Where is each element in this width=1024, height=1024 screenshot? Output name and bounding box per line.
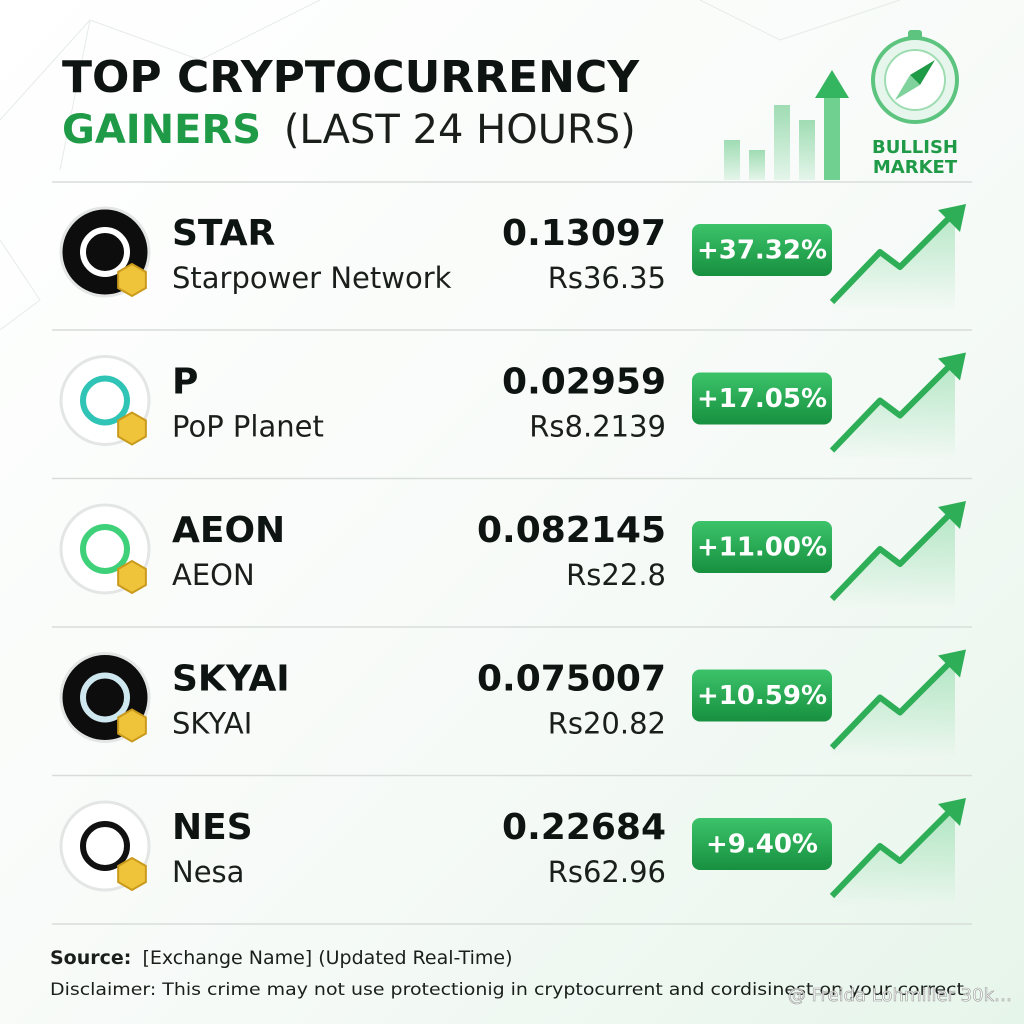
coin-name: AEON — [172, 558, 255, 592]
price: 0.082145 — [477, 510, 666, 551]
source-text: [Exchange Name] (Updated Real-Time) — [142, 947, 512, 969]
change: +11.00% — [697, 533, 827, 563]
price: 0.075007 — [477, 659, 666, 700]
coin-icon — [59, 652, 151, 743]
trend-area — [832, 212, 955, 312]
price-inr: Rs20.82 — [548, 707, 666, 741]
title-rest: (LAST 24 HOURS) — [284, 107, 636, 153]
change: +10.59% — [697, 681, 827, 711]
icon-glyph — [80, 672, 130, 723]
trend-arrow — [829, 798, 966, 906]
coin-symbol: NES — [172, 807, 253, 848]
coin-icon — [59, 206, 151, 298]
change: +17.05% — [697, 384, 827, 414]
trend-head — [938, 649, 966, 678]
exchange-badge — [117, 708, 147, 743]
trend-head — [938, 352, 966, 381]
trend-area — [832, 509, 955, 609]
badge-text: BULLISH — [872, 137, 958, 158]
trend-line — [829, 506, 958, 602]
price-inr: Rs62.96 — [548, 855, 666, 889]
watermark: @ Freida Lohmiller 30k… — [788, 985, 1012, 1006]
price-inr: Rs36.35 — [548, 261, 666, 295]
change-pill — [692, 818, 832, 870]
trend-arrow — [829, 649, 966, 758]
coin-icon — [59, 355, 151, 446]
trend-head — [938, 798, 966, 826]
coin-name: PoP Planet — [172, 410, 324, 444]
coin-symbol: STAR — [172, 213, 275, 254]
trend-line — [829, 655, 958, 750]
trend-arrow — [829, 501, 966, 609]
exchange-badge — [117, 856, 147, 892]
table: STAR Starpower Network 0.13097 Rs36.35 +37.3… — [52, 204, 972, 925]
coin-icon — [59, 800, 151, 892]
source-label: Source: — [50, 947, 131, 969]
trend-line — [829, 803, 958, 899]
icon-glyph — [80, 227, 130, 277]
change: +37.32% — [697, 236, 827, 266]
trend-arrow — [829, 204, 966, 312]
bullish-icon — [724, 30, 959, 180]
coin-name: Nesa — [172, 855, 244, 889]
trend-arrow — [829, 352, 966, 461]
price-inr: Rs8.2139 — [529, 410, 666, 444]
title: TOP CRYPTOCURRENCY — [62, 52, 640, 103]
network-pattern — [0, 0, 901, 331]
badge-text: MARKET — [873, 157, 958, 178]
source: Source: [Exchange Name] (Updated Real-Ti… — [50, 947, 513, 969]
change-pill — [692, 521, 832, 573]
change-pill — [692, 669, 832, 722]
trend-line — [829, 358, 958, 453]
exchange-badge — [117, 411, 147, 446]
title-highlight: GAINERS — [62, 107, 261, 153]
trend-area — [832, 360, 955, 461]
price-inr: Rs22.8 — [566, 558, 666, 592]
icon-glyph — [80, 821, 130, 871]
icon-glyph — [80, 375, 130, 426]
trend-line — [829, 209, 958, 305]
price: 0.02959 — [502, 362, 666, 403]
trend-area — [832, 657, 955, 758]
disclaimer: Disclaimer: This crime may not use prote… — [50, 980, 970, 1000]
change: +9.40% — [706, 830, 818, 860]
price: 0.13097 — [502, 213, 666, 254]
exchange-badge — [117, 262, 147, 298]
change-pill — [692, 372, 832, 425]
icon-glyph — [80, 524, 130, 574]
price: 0.22684 — [502, 807, 666, 848]
coin-icon — [59, 503, 151, 595]
change-pill — [692, 224, 832, 276]
trend-head — [938, 501, 966, 529]
coin-name: Starpower Network — [172, 261, 452, 295]
coin-symbol: AEON — [172, 510, 285, 551]
trend-area — [832, 806, 955, 906]
exchange-badge — [117, 559, 147, 595]
trend-head — [938, 204, 966, 232]
coin-symbol: SKYAI — [172, 659, 290, 700]
coin-symbol: P — [172, 362, 198, 403]
subtitle: GAINERS (LAST 24 HOURS) — [62, 107, 636, 153]
coin-name: SKYAI — [172, 707, 252, 741]
